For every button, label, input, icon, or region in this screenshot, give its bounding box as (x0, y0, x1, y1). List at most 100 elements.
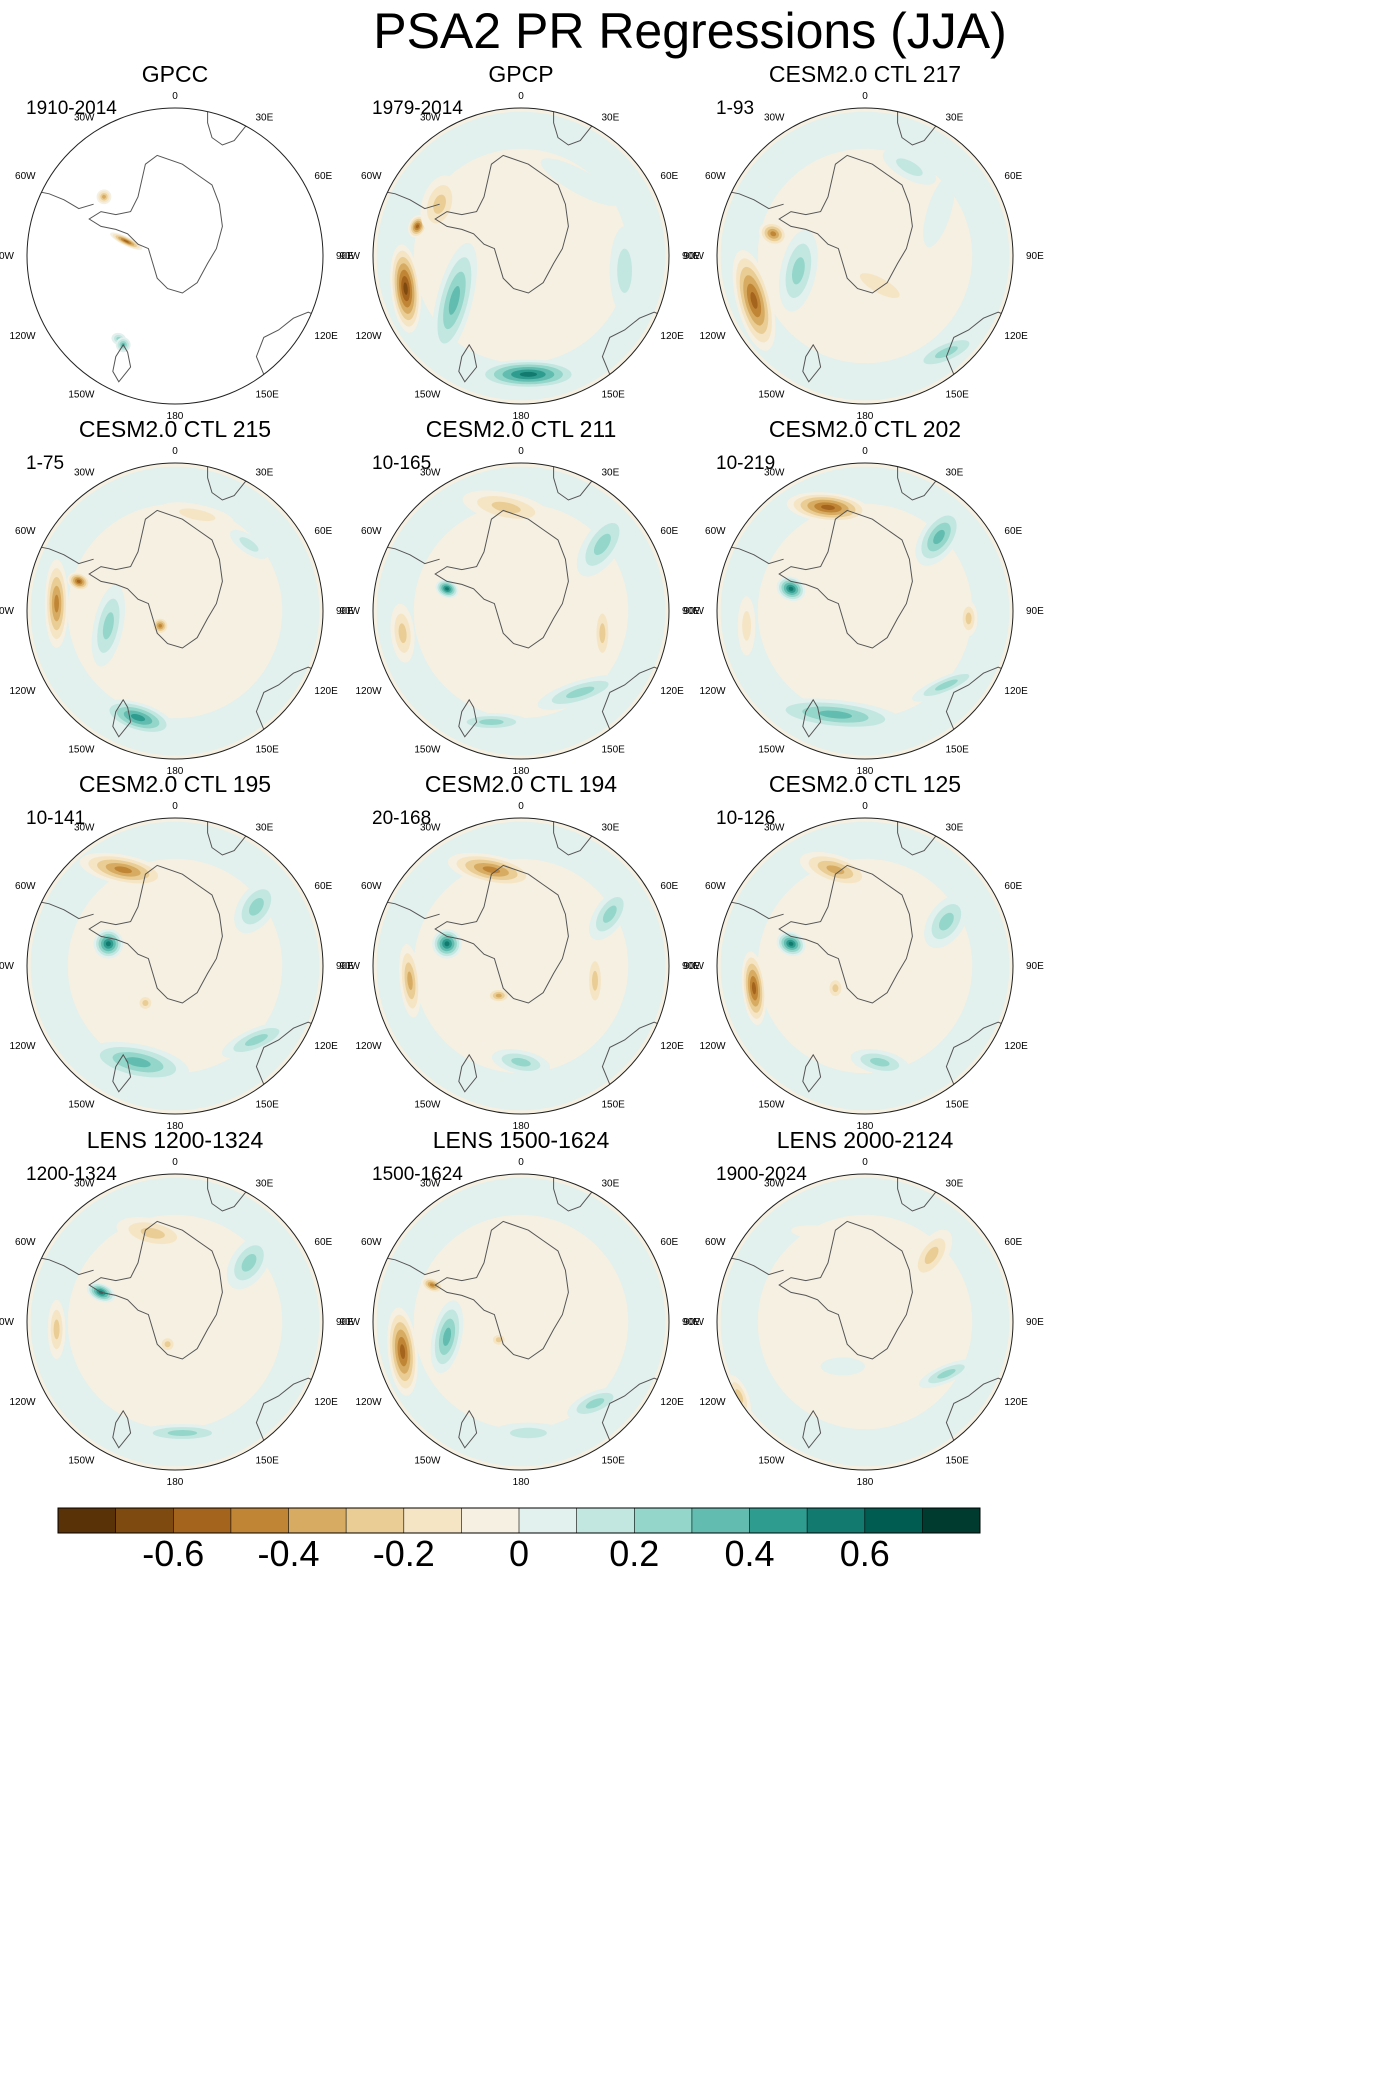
field-contour (742, 611, 751, 641)
longitude-label: 30W (764, 467, 785, 478)
colorbar-tick-label: -0.4 (257, 1533, 319, 1574)
longitude-label: 0 (172, 1157, 178, 1168)
colorbar-swatch (922, 1508, 981, 1533)
longitude-label: 60E (1004, 881, 1022, 892)
map-boundary (26, 1173, 324, 1471)
longitude-label: 90W (0, 251, 15, 262)
longitude-label: 60W (361, 1237, 382, 1248)
field-layer (30, 1177, 320, 1467)
longitude-label: 120E (1004, 1041, 1028, 1052)
colorbar-swatch (403, 1508, 462, 1533)
longitude-label: 150E (946, 1456, 970, 1467)
field-contour (593, 533, 611, 556)
longitude-label: 60E (1004, 526, 1022, 537)
longitude-label: 180 (167, 1121, 184, 1132)
antarctica-coastline (88, 509, 223, 649)
colorbar-swatch (58, 1508, 116, 1533)
field-contour (429, 1283, 435, 1287)
field-contour (859, 273, 900, 299)
longitude-label: 30E (946, 467, 964, 478)
field-contour (164, 1341, 171, 1348)
map-boundary (716, 107, 1014, 405)
australia-coastline (601, 1377, 669, 1456)
longitude-label: 150E (602, 1100, 626, 1111)
field-contour (130, 713, 146, 722)
field-band (720, 821, 1010, 1111)
panel-title: CESM2.0 CTL 211 (426, 416, 616, 442)
longitude-label: 30W (420, 112, 441, 123)
map-boundary (372, 817, 670, 1115)
panel-title: CESM2.0 CTL 195 (79, 771, 271, 797)
australia-coastline (601, 311, 669, 390)
field-contour (937, 1369, 956, 1379)
longitude-label: 30W (74, 822, 95, 833)
field-contour (540, 158, 620, 206)
longitude-label: 30W (764, 1178, 785, 1189)
longitude-label: 90W (339, 606, 360, 617)
longitude-label: 180 (167, 411, 184, 422)
australia-coastline (601, 666, 669, 745)
longitude-label: 150W (414, 745, 441, 756)
longitude-label: 120E (1004, 686, 1028, 697)
longitude-label: 180 (857, 1477, 874, 1488)
years-label: 10-126 (716, 808, 775, 829)
antarctica-coastline (778, 1220, 913, 1360)
field-layer (720, 1177, 1010, 1467)
africa-coastline (553, 108, 593, 146)
longitude-label: 60E (314, 526, 332, 537)
field-contour (179, 508, 216, 522)
longitude-label: 150E (946, 390, 970, 401)
longitude-label: 120W (699, 1041, 726, 1052)
africa-coastline (553, 1174, 593, 1212)
longitude-label: 90E (336, 961, 354, 972)
longitude-label: 0 (172, 446, 178, 457)
map-panel: CESM2.0 CTL 195 10-141 0 30E 60E 90E 120E 150E 1… (0, 771, 354, 1132)
field-contour (617, 248, 632, 293)
field-contour (448, 286, 461, 315)
longitude-label: 30W (764, 822, 785, 833)
longitude-label: 150W (68, 1456, 95, 1467)
coastlines (717, 1174, 1013, 1456)
colorbar-swatch (288, 1508, 347, 1533)
longitude-label: 90W (339, 1317, 360, 1328)
field-contour (444, 941, 450, 947)
map-boundary (26, 462, 324, 760)
new-zealand-coastline (112, 1053, 132, 1093)
longitude-label: 90E (336, 606, 354, 617)
colorbar-tick-label: 0.4 (724, 1533, 774, 1574)
longitude-label: 60E (1004, 171, 1022, 182)
longitude-label: 30W (74, 1178, 95, 1189)
longitude-label: 60W (705, 881, 726, 892)
longitude-label: 150E (602, 745, 626, 756)
map-boundary (26, 107, 324, 405)
antarctica-coastline (88, 864, 223, 1004)
colorbar-swatch (461, 1508, 520, 1533)
map-boundary (26, 817, 324, 1115)
field-band (720, 1177, 1010, 1467)
field-contour (445, 587, 449, 591)
longitude-label: 90E (1026, 961, 1044, 972)
longitude-label: 150E (602, 390, 626, 401)
longitude-label: 60E (1004, 1237, 1022, 1248)
field-contour (750, 292, 758, 309)
africa-coastline (207, 1174, 247, 1212)
longitude-label: 60W (15, 881, 36, 892)
field-contour (791, 257, 805, 285)
new-zealand-coastline (802, 698, 822, 738)
map-panel: CESM2.0 CTL 202 10-219 0 30E 60E 90E 120E 150E 1… (683, 416, 1044, 777)
longitude-label: 120E (314, 1397, 338, 1408)
longitude-label: 0 (518, 801, 524, 812)
panel-title: CESM2.0 CTL 202 (769, 416, 961, 442)
australia-coastline (255, 311, 323, 390)
longitude-label: 120W (9, 1397, 36, 1408)
colorbar-swatch (807, 1508, 865, 1533)
antarctica-coastline (778, 154, 913, 294)
longitude-label: 180 (513, 411, 530, 422)
field-contour (398, 623, 407, 644)
field-contour (105, 941, 111, 947)
colorbar-swatch (576, 1508, 635, 1533)
field-contour (407, 971, 413, 991)
field-contour (415, 224, 419, 229)
field-contour (788, 941, 794, 946)
field-contour (239, 537, 259, 552)
